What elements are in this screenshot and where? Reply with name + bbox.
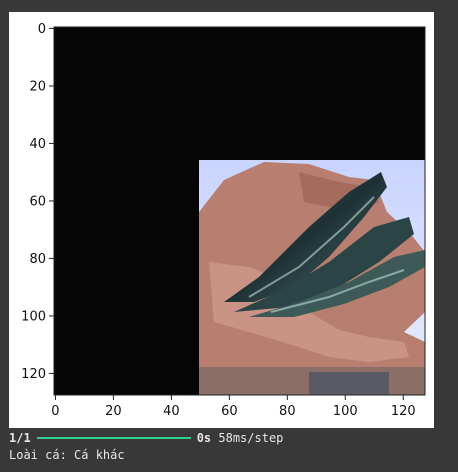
y-tick-label: 100 <box>21 309 46 324</box>
prediction-result: Loài cá: Cá khác <box>9 448 125 462</box>
x-tick-label: 80 <box>279 404 296 419</box>
y-axis-ticks: 0 20 40 60 80 100 120 <box>21 22 54 382</box>
x-tick-label: 0 <box>51 404 59 419</box>
x-axis-ticks: 0 20 40 60 80 100 120 <box>51 395 416 419</box>
y-tick-label: 20 <box>29 79 46 94</box>
x-tick-label: 60 <box>221 404 238 419</box>
image-figure: 0 20 40 60 80 100 120 0 20 40 60 80 100 120 <box>9 12 434 428</box>
progress-bar <box>36 436 191 439</box>
progress-time: 0s <box>196 431 212 445</box>
plot-frame <box>53 26 426 396</box>
image-plot: 0 20 40 60 80 100 120 0 20 40 60 80 100 120 <box>21 22 426 419</box>
y-tick-label: 40 <box>29 137 46 152</box>
x-tick-label: 120 <box>391 404 416 419</box>
x-tick-label: 20 <box>105 404 122 419</box>
x-tick-label: 40 <box>163 404 180 419</box>
y-tick-label: 0 <box>38 22 46 37</box>
y-tick-label: 80 <box>29 252 46 267</box>
progress-rate: 58ms/step <box>211 431 284 445</box>
progress-step: 1/1 <box>9 431 31 445</box>
y-tick-label: 60 <box>29 194 46 209</box>
progress-line: 1/1 0s 58ms/step <box>9 430 450 447</box>
x-tick-label: 100 <box>333 404 358 419</box>
console-output: 1/1 0s 58ms/step Loài cá: Cá khác <box>9 430 450 464</box>
y-tick-label: 120 <box>21 367 46 382</box>
fish-photo <box>199 160 425 395</box>
